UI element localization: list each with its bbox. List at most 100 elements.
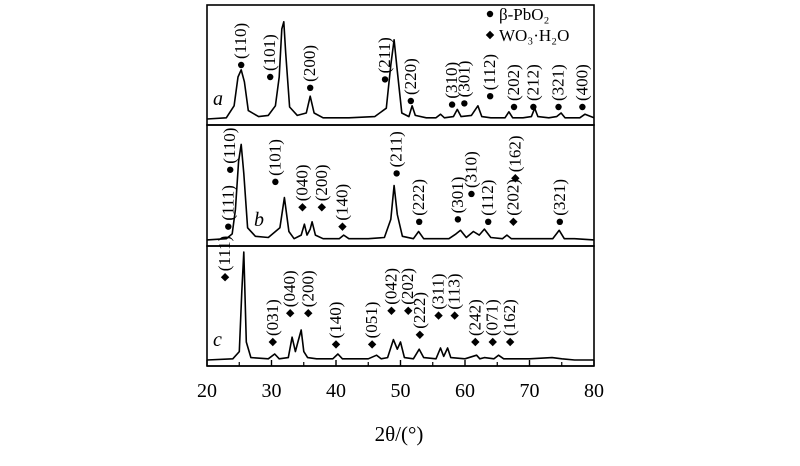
x-tick-label: 30 <box>262 380 282 402</box>
legend-marker <box>486 10 494 18</box>
peak-label: (311) <box>429 273 448 309</box>
peak-marker <box>220 273 230 282</box>
peak-label: (040) <box>280 270 299 307</box>
legend-marker <box>485 30 495 40</box>
peak-label: (242) <box>465 299 484 336</box>
peak-marker <box>268 337 277 347</box>
annotation-a-9: (212) <box>523 64 542 111</box>
annotation-b-15: (040) <box>292 164 311 212</box>
annotation-c-35: (311) <box>429 273 448 320</box>
peak-label: (112) <box>480 54 499 90</box>
peak-label: (202) <box>503 179 522 216</box>
annotation-a-10: (321) <box>549 64 568 111</box>
annotation-c-32: (042) <box>381 268 400 315</box>
peak-marker <box>448 101 456 108</box>
annotation-c-33: (202) <box>398 268 417 315</box>
series-line-c <box>206 251 594 361</box>
annotation-b-13: (110) <box>220 128 239 173</box>
annotation-c-34: (222) <box>410 292 429 339</box>
peak-marker <box>387 306 396 315</box>
peak-label: (301) <box>448 177 467 214</box>
peak-label: (202) <box>504 64 523 101</box>
peak-marker <box>225 223 232 230</box>
peak-marker <box>298 203 307 212</box>
peak-marker <box>331 340 341 349</box>
panel-label-c: c <box>213 329 222 351</box>
peak-label: (040) <box>292 164 311 201</box>
annotation-c-36: (113) <box>445 273 464 320</box>
peak-label: (101) <box>260 34 279 71</box>
legend: β-PbO₂ WO₃·H₂O <box>485 5 569 45</box>
x-axis-label: 2θ/(°) <box>375 422 424 446</box>
annotation-a-1: (101) <box>260 34 279 81</box>
annotation-b-20: (301) <box>448 177 467 223</box>
peak-marker <box>415 330 425 339</box>
annotation-a-7: (112) <box>480 54 499 100</box>
peak-label: (110) <box>220 128 239 164</box>
peak-marker <box>286 309 295 318</box>
x-tick-label: 50 <box>391 380 411 402</box>
legend-entry-0: β-PbO₂ <box>486 5 549 24</box>
annotation-c-30: (140) <box>326 302 345 349</box>
peak-marker <box>367 340 377 349</box>
peak-marker <box>416 218 423 225</box>
annotation-a-11: (400) <box>572 64 591 111</box>
annotation-a-8: (202) <box>504 64 523 111</box>
panel-label-a: a <box>213 88 223 110</box>
peak-marker <box>407 97 415 105</box>
annotation-a-3: (211) <box>375 37 394 83</box>
annotation-b-21: (310) <box>461 151 480 198</box>
peak-marker <box>434 311 443 320</box>
peak-label: (051) <box>362 302 381 339</box>
annotation-b-16: (200) <box>312 164 331 212</box>
peak-label: (140) <box>326 302 345 339</box>
panel-label-b: b <box>254 209 264 231</box>
annotation-a-2: (200) <box>300 45 319 92</box>
peak-label: (162) <box>505 135 524 172</box>
peak-label: (200) <box>298 270 317 307</box>
peak-label: (212) <box>523 64 542 101</box>
peak-marker <box>381 76 389 83</box>
peak-marker <box>404 306 413 315</box>
annotation-c-38: (071) <box>483 299 502 347</box>
peak-label: (301) <box>454 61 473 98</box>
annotation-b-25: (321) <box>550 179 569 225</box>
peak-label: (200) <box>312 164 331 201</box>
annotation-b-23: (202) <box>503 179 522 226</box>
peak-marker <box>227 166 234 173</box>
peak-marker <box>505 337 515 347</box>
peak-marker <box>486 93 494 100</box>
peak-label: (031) <box>263 299 282 336</box>
peak-marker <box>488 337 497 347</box>
peak-label: (101) <box>265 139 284 176</box>
peak-label: (112) <box>478 180 497 216</box>
annotation-b-14: (101) <box>265 139 284 186</box>
peak-marker <box>579 103 586 111</box>
peak-marker <box>509 217 518 226</box>
peak-marker <box>317 203 327 212</box>
peak-label: (200) <box>300 45 319 82</box>
peak-marker <box>461 100 468 107</box>
annotation-b-22: (112) <box>478 180 497 225</box>
peak-label: (211) <box>387 131 406 167</box>
peak-marker <box>267 73 274 81</box>
legend-label: WO₃·H₂O <box>499 26 569 45</box>
peak-marker <box>272 178 279 186</box>
peak-label: (140) <box>332 184 351 221</box>
annotation-c-39: (162) <box>500 299 519 347</box>
annotation-c-26: (111) <box>215 236 234 282</box>
annotation-b-19: (222) <box>409 179 428 225</box>
peak-marker <box>485 218 492 225</box>
peak-marker <box>304 309 313 318</box>
annotation-a-0: (110) <box>231 23 250 69</box>
peak-marker <box>468 190 475 198</box>
x-tick-label: 20 <box>197 380 217 402</box>
annotation-a-6: (301) <box>454 61 473 107</box>
series-line-b <box>206 143 595 241</box>
peak-marker <box>454 216 462 223</box>
annotation-c-31: (051) <box>362 302 381 349</box>
x-axis-ticks: 20 30 40 50 60 70 80 <box>197 360 604 402</box>
annotation-b-24: (162) <box>505 135 524 183</box>
x-tick-label: 70 <box>520 380 540 402</box>
